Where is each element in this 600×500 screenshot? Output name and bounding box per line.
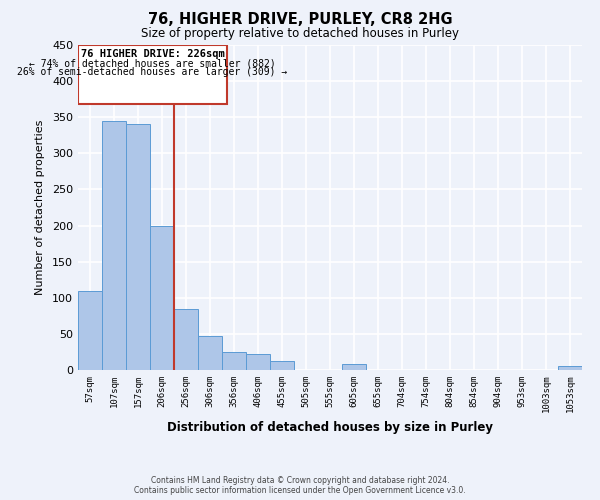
Bar: [102, 121, 126, 370]
Bar: [270, 362, 294, 370]
Text: ← 74% of detached houses are smaller (882): ← 74% of detached houses are smaller (88…: [29, 58, 276, 68]
X-axis label: Distribution of detached houses by size in Purley: Distribution of detached houses by size …: [167, 421, 493, 434]
Y-axis label: Number of detached properties: Number of detached properties: [35, 120, 45, 295]
Bar: [342, 364, 366, 370]
Text: 76, HIGHER DRIVE, PURLEY, CR8 2HG: 76, HIGHER DRIVE, PURLEY, CR8 2HG: [148, 12, 452, 28]
Bar: [174, 308, 198, 370]
Text: Size of property relative to detached houses in Purley: Size of property relative to detached ho…: [141, 28, 459, 40]
Bar: [222, 352, 246, 370]
Bar: [198, 336, 222, 370]
Bar: [558, 366, 582, 370]
Bar: [150, 226, 174, 370]
Text: Contains HM Land Registry data © Crown copyright and database right 2024.
Contai: Contains HM Land Registry data © Crown c…: [134, 476, 466, 495]
Bar: [246, 354, 270, 370]
Text: 76 HIGHER DRIVE: 226sqm: 76 HIGHER DRIVE: 226sqm: [80, 48, 224, 58]
Bar: [126, 124, 150, 370]
Text: 26% of semi-detached houses are larger (309) →: 26% of semi-detached houses are larger (…: [17, 68, 287, 78]
FancyBboxPatch shape: [78, 45, 227, 104]
Bar: [78, 290, 102, 370]
